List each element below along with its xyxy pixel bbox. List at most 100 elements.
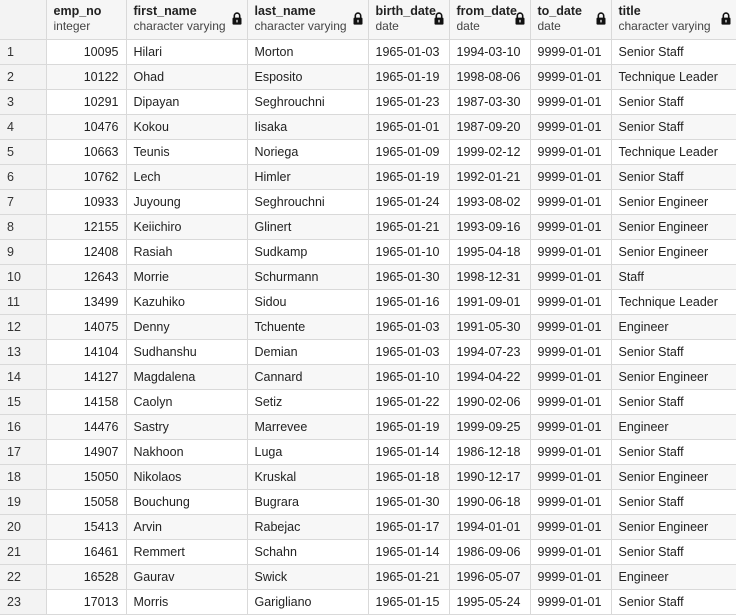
row-number[interactable]: 9: [0, 239, 47, 265]
cell-first-name[interactable]: Juyoung: [126, 189, 248, 215]
cell-first-name[interactable]: Kazuhiko: [126, 289, 248, 315]
row-number[interactable]: 1: [0, 39, 47, 65]
column-header-last-name[interactable]: last_name character varying: [247, 0, 369, 40]
row-number[interactable]: 2: [0, 64, 47, 90]
cell-first-name[interactable]: Lech: [126, 164, 248, 190]
cell-first-name[interactable]: Denny: [126, 314, 248, 340]
cell-to-date[interactable]: 9999-01-01: [530, 164, 612, 190]
cell-emp-no[interactable]: 10095: [46, 39, 127, 65]
cell-birth-date[interactable]: 1965-01-03: [368, 39, 450, 65]
cell-title[interactable]: Senior Engineer: [611, 189, 736, 215]
cell-last-name[interactable]: Schurmann: [247, 264, 369, 290]
row-number[interactable]: 19: [0, 489, 47, 515]
cell-first-name[interactable]: Arvin: [126, 514, 248, 540]
table-row[interactable]: 9 12408 Rasiah Sudkamp 1965-01-10 1995-04-18 9…: [0, 239, 736, 265]
cell-birth-date[interactable]: 1965-01-19: [368, 164, 450, 190]
cell-birth-date[interactable]: 1965-01-14: [368, 439, 450, 465]
cell-last-name[interactable]: Noriega: [247, 139, 369, 165]
cell-first-name[interactable]: Magdalena: [126, 364, 248, 390]
cell-birth-date[interactable]: 1965-01-30: [368, 264, 450, 290]
cell-emp-no[interactable]: 16461: [46, 539, 127, 565]
row-number[interactable]: 23: [0, 589, 47, 615]
cell-birth-date[interactable]: 1965-01-03: [368, 314, 450, 340]
cell-emp-no[interactable]: 14075: [46, 314, 127, 340]
table-row[interactable]: 8 12155 Keiichiro Glinert 1965-01-21 1993-09-…: [0, 214, 736, 240]
cell-emp-no[interactable]: 15050: [46, 464, 127, 490]
row-number[interactable]: 12: [0, 314, 47, 340]
cell-to-date[interactable]: 9999-01-01: [530, 189, 612, 215]
cell-last-name[interactable]: Kruskal: [247, 464, 369, 490]
cell-from-date[interactable]: 1996-05-07: [449, 564, 531, 590]
cell-from-date[interactable]: 1999-02-12: [449, 139, 531, 165]
cell-to-date[interactable]: 9999-01-01: [530, 339, 612, 365]
cell-from-date[interactable]: 1998-08-06: [449, 64, 531, 90]
row-number[interactable]: 13: [0, 339, 47, 365]
cell-title[interactable]: Senior Engineer: [611, 364, 736, 390]
cell-to-date[interactable]: 9999-01-01: [530, 239, 612, 265]
cell-title[interactable]: Senior Engineer: [611, 239, 736, 265]
cell-birth-date[interactable]: 1965-01-03: [368, 339, 450, 365]
table-row[interactable]: 20 15413 Arvin Rabejac 1965-01-17 1994-01-01 9…: [0, 514, 736, 540]
cell-birth-date[interactable]: 1965-01-21: [368, 214, 450, 240]
cell-birth-date[interactable]: 1965-01-19: [368, 64, 450, 90]
cell-from-date[interactable]: 1993-08-02: [449, 189, 531, 215]
cell-emp-no[interactable]: 13499: [46, 289, 127, 315]
cell-first-name[interactable]: Hilari: [126, 39, 248, 65]
cell-emp-no[interactable]: 10476: [46, 114, 127, 140]
cell-from-date[interactable]: 1990-12-17: [449, 464, 531, 490]
cell-last-name[interactable]: Sudkamp: [247, 239, 369, 265]
cell-first-name[interactable]: Nakhoon: [126, 439, 248, 465]
cell-birth-date[interactable]: 1965-01-21: [368, 564, 450, 590]
table-row[interactable]: 14 14127 Magdalena Cannard 1965-01-10 1994-04…: [0, 364, 736, 390]
cell-birth-date[interactable]: 1965-01-19: [368, 414, 450, 440]
cell-emp-no[interactable]: 15413: [46, 514, 127, 540]
table-row[interactable]: 19 15058 Bouchung Bugrara 1965-01-30 1990-06-…: [0, 489, 736, 515]
cell-birth-date[interactable]: 1965-01-24: [368, 189, 450, 215]
cell-title[interactable]: Engineer: [611, 314, 736, 340]
row-number[interactable]: 6: [0, 164, 47, 190]
row-number[interactable]: 15: [0, 389, 47, 415]
cell-first-name[interactable]: Morris: [126, 589, 248, 615]
cell-to-date[interactable]: 9999-01-01: [530, 39, 612, 65]
cell-from-date[interactable]: 1994-03-10: [449, 39, 531, 65]
table-row[interactable]: 6 10762 Lech Himler 1965-01-19 1992-01-21 9999…: [0, 164, 736, 190]
cell-to-date[interactable]: 9999-01-01: [530, 314, 612, 340]
table-row[interactable]: 18 15050 Nikolaos Kruskal 1965-01-18 1990-12-…: [0, 464, 736, 490]
cell-to-date[interactable]: 9999-01-01: [530, 214, 612, 240]
row-number[interactable]: 21: [0, 539, 47, 565]
cell-title[interactable]: Engineer: [611, 414, 736, 440]
cell-from-date[interactable]: 1986-12-18: [449, 439, 531, 465]
row-number[interactable]: 17: [0, 439, 47, 465]
cell-from-date[interactable]: 1986-09-06: [449, 539, 531, 565]
table-row[interactable]: 4 10476 Kokou Iisaka 1965-01-01 1987-09-20 999…: [0, 114, 736, 140]
cell-emp-no[interactable]: 10762: [46, 164, 127, 190]
cell-to-date[interactable]: 9999-01-01: [530, 539, 612, 565]
row-number[interactable]: 4: [0, 114, 47, 140]
cell-emp-no[interactable]: 10663: [46, 139, 127, 165]
cell-birth-date[interactable]: 1965-01-30: [368, 489, 450, 515]
cell-last-name[interactable]: Tchuente: [247, 314, 369, 340]
cell-from-date[interactable]: 1987-03-30: [449, 89, 531, 115]
cell-first-name[interactable]: Dipayan: [126, 89, 248, 115]
cell-title[interactable]: Senior Engineer: [611, 514, 736, 540]
cell-from-date[interactable]: 1990-02-06: [449, 389, 531, 415]
cell-title[interactable]: Engineer: [611, 564, 736, 590]
cell-first-name[interactable]: Ohad: [126, 64, 248, 90]
cell-last-name[interactable]: Setiz: [247, 389, 369, 415]
cell-to-date[interactable]: 9999-01-01: [530, 414, 612, 440]
cell-to-date[interactable]: 9999-01-01: [530, 139, 612, 165]
cell-emp-no[interactable]: 12155: [46, 214, 127, 240]
row-number[interactable]: 22: [0, 564, 47, 590]
cell-title[interactable]: Senior Staff: [611, 439, 736, 465]
cell-first-name[interactable]: Remmert: [126, 539, 248, 565]
column-header-birth-date[interactable]: birth_date date: [368, 0, 450, 40]
cell-last-name[interactable]: Luga: [247, 439, 369, 465]
cell-first-name[interactable]: Rasiah: [126, 239, 248, 265]
cell-last-name[interactable]: Marrevee: [247, 414, 369, 440]
cell-from-date[interactable]: 1995-04-18: [449, 239, 531, 265]
row-number[interactable]: 16: [0, 414, 47, 440]
cell-first-name[interactable]: Sastry: [126, 414, 248, 440]
cell-to-date[interactable]: 9999-01-01: [530, 289, 612, 315]
cell-birth-date[interactable]: 1965-01-09: [368, 139, 450, 165]
cell-title[interactable]: Staff: [611, 264, 736, 290]
